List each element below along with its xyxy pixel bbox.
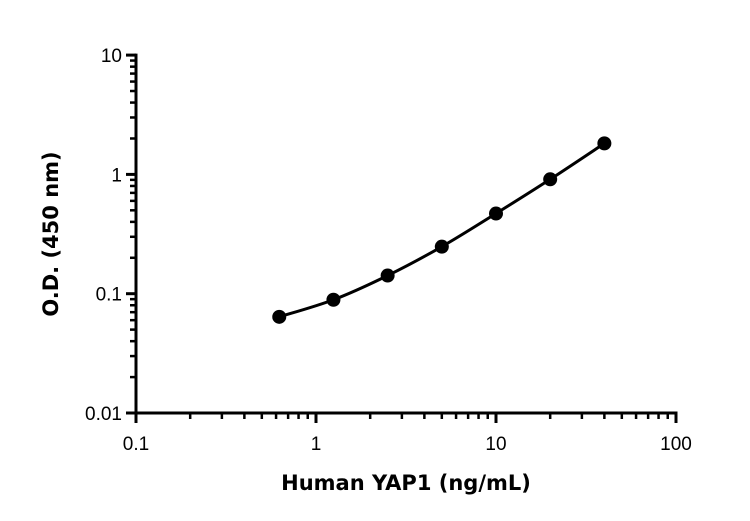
x-tick-labels: 0.1 1 10 100 [123, 434, 692, 455]
data-point [380, 268, 395, 283]
y-tick-label: 10 [101, 46, 122, 67]
data-point [272, 309, 287, 324]
data-point [326, 292, 341, 307]
x-tick-label: 10 [485, 434, 506, 455]
plot-area [272, 136, 612, 324]
axes [126, 53, 678, 423]
y-tick-labels: 0.01 0.1 1 10 [85, 46, 122, 425]
data-point [489, 206, 503, 221]
data-point [543, 172, 558, 187]
x-tick-label: 0.1 [123, 434, 149, 455]
y-tick-label: 1 [111, 165, 122, 186]
x-tick-label: 100 [660, 434, 692, 455]
y-tick-label: 0.01 [85, 404, 122, 425]
y-tick-label: 0.1 [96, 285, 122, 306]
x-tick-label: 1 [311, 434, 322, 455]
fit-curve [278, 142, 606, 319]
y-axis-title: O.D. (450 nm) [39, 151, 63, 316]
data-point [434, 239, 449, 254]
x-axis-title: Human YAP1 (ng/mL) [281, 471, 531, 495]
data-point [597, 136, 612, 151]
